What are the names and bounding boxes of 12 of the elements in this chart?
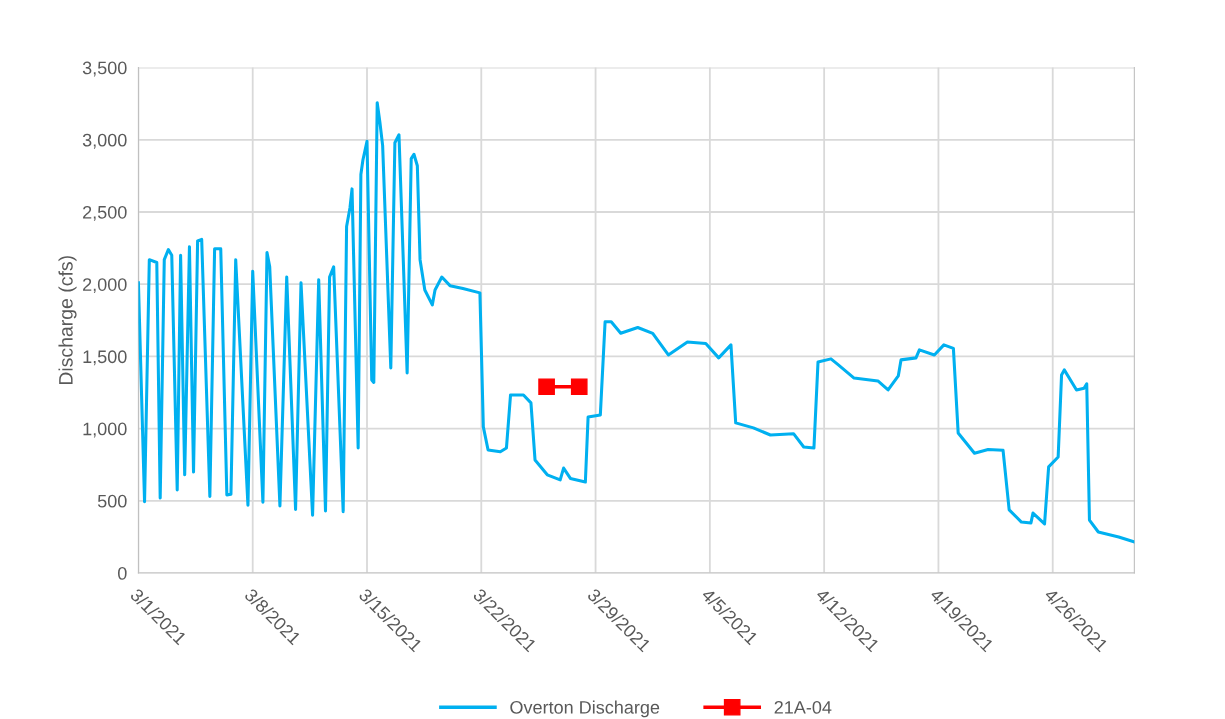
legend-label: 21A-04	[774, 700, 832, 714]
y-tick-label: 0	[117, 566, 127, 580]
y-tick-label: 3,000	[82, 133, 127, 149]
legend-label: Overton Discharge	[510, 700, 660, 718]
y-tick-label: 2,500	[83, 205, 127, 221]
line-series	[138, 101, 1135, 544]
y-tick-label: 2,000	[83, 278, 127, 294]
y-tick-label: 1,000	[83, 422, 127, 438]
y-tick-label: 1,500	[83, 350, 127, 366]
y-tick-label: 3,500	[82, 61, 127, 77]
y-axis-title: Discharge (cfs)	[58, 256, 77, 385]
y-tick-label: 500	[97, 494, 127, 508]
